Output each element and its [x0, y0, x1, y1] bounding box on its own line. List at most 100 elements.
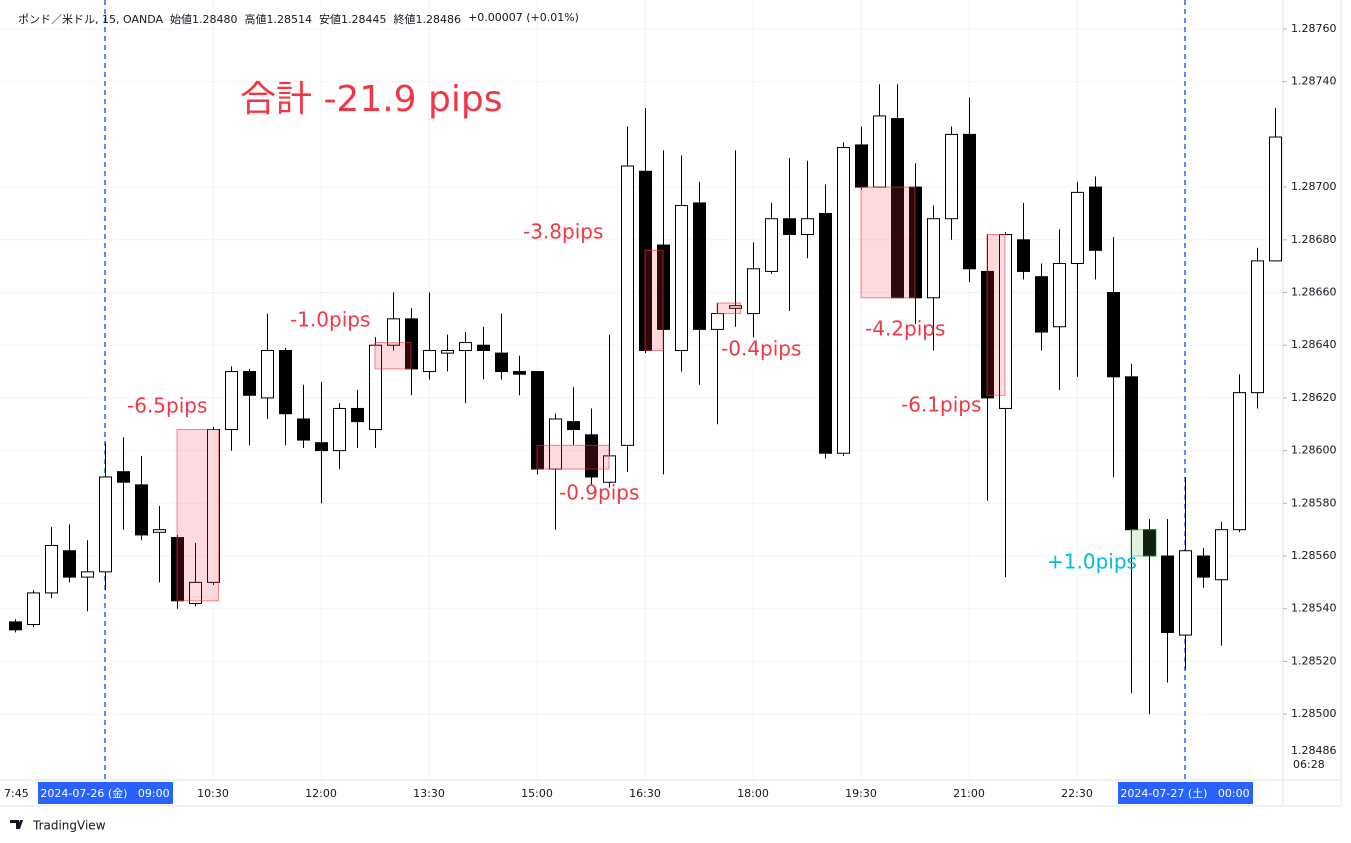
- candle-body-up: [729, 305, 742, 309]
- candle-body-up: [1233, 392, 1246, 531]
- candle-body-down: [9, 621, 22, 631]
- trade-label: -0.9pips: [559, 481, 639, 505]
- candle-body-up: [621, 165, 634, 446]
- x-label-box: [1118, 782, 1253, 804]
- header-item: 終値1.28486: [393, 13, 462, 26]
- trade-box: [176, 429, 219, 602]
- x-tick-label: 2024-07-26 (金) 09:00: [40, 787, 169, 800]
- candle-body-down: [567, 421, 580, 431]
- candle-body-down: [693, 202, 706, 330]
- x-tick-label: 10:30: [197, 787, 229, 800]
- candle-body-down: [1089, 186, 1102, 251]
- trade-label: +1.0pips: [1047, 550, 1137, 574]
- candle-body-up: [153, 529, 166, 533]
- y-tick-label: 1.28640: [1291, 338, 1337, 351]
- candle-body-up: [189, 581, 202, 604]
- trade-label: -6.1pips: [901, 393, 981, 417]
- y-tick-label: 1.28680: [1291, 233, 1337, 246]
- trade-box: [986, 234, 1006, 396]
- candle-body-down: [495, 352, 508, 373]
- candle-body-down: [1197, 555, 1210, 578]
- candle-body-up: [261, 349, 274, 399]
- y-tick-label: 1.28520: [1291, 654, 1337, 667]
- trade-box: [860, 186, 916, 299]
- x-tick-label: 15:00: [521, 787, 553, 800]
- x-tick-label: 2024-07-27 (土) 00:00: [1120, 787, 1249, 800]
- trade-label: -6.5pips: [127, 394, 207, 418]
- x-label-box: [38, 782, 173, 804]
- candle-body-up: [1053, 263, 1066, 328]
- x-tick-label: 18:00: [737, 787, 769, 800]
- countdown-label: 06:28: [1293, 758, 1325, 771]
- candle-body-down: [297, 418, 310, 441]
- candle-body-up: [45, 544, 58, 594]
- candle-body-down: [63, 550, 76, 578]
- candle-body-down: [315, 442, 328, 452]
- candle-body-up: [1179, 550, 1192, 636]
- x-tick-label: 21:00: [953, 787, 985, 800]
- y-tick-label: 1.28700: [1291, 180, 1337, 193]
- candle-body-down: [783, 218, 796, 236]
- header-item: 始値1.28480: [170, 13, 238, 26]
- plot-area: -6.5pips -1.0pips -0.9pips -3.8pips -0.4pips…: [9, 0, 1282, 780]
- candle-body-up: [387, 318, 400, 346]
- candle-body-down: [1161, 555, 1174, 633]
- candle-body-up: [423, 349, 436, 373]
- candle-body-up: [801, 218, 814, 236]
- y-tick-label: 1.28760: [1291, 22, 1337, 35]
- candle-body-up: [927, 218, 940, 299]
- candle-body-up: [747, 268, 760, 315]
- candle-body-up: [765, 218, 778, 272]
- candle-body-down: [819, 212, 832, 454]
- candle-body-down: [351, 407, 364, 423]
- candle-body-down: [135, 484, 148, 536]
- candle-body-down: [1125, 376, 1138, 531]
- y-tick-label: 1.28560: [1291, 549, 1337, 562]
- candle-body-down: [963, 133, 976, 270]
- brand-name: TradingView: [32, 819, 106, 833]
- trade-box: [716, 302, 741, 315]
- candle-body-up: [1071, 191, 1084, 265]
- candle-body-up: [333, 407, 346, 452]
- candle-body-up: [1269, 136, 1282, 262]
- header-item: 高値1.28514: [244, 13, 313, 26]
- candle-body-down: [477, 344, 490, 351]
- last-price-label: 1.28486: [1291, 744, 1337, 757]
- brand-logo: TradingView: [10, 819, 106, 833]
- header-item: +0.00007 (+0.01%): [468, 11, 579, 24]
- candle-body-down: [279, 349, 292, 415]
- trade-label: -1.0pips: [290, 308, 370, 332]
- grid: [0, 0, 1283, 780]
- candle-body-down: [1035, 276, 1048, 333]
- candle-body-down: [243, 371, 256, 396]
- symbol-header: ポンド／米ドル, 15, OANDA 始値1.28480 高値1.28514 安値1.…: [18, 11, 579, 27]
- total-pips-title: 合計 -21.9 pips: [240, 79, 503, 120]
- y-tick-label: 1.28660: [1291, 286, 1337, 299]
- trade-label: -3.8pips: [523, 220, 603, 244]
- candle-body-up: [945, 133, 958, 220]
- trade-box: [536, 444, 610, 470]
- header-item: ポンド／米ドル, 15, OANDA: [18, 13, 164, 26]
- axes: 1.28760 1.28740 1.28700 1.28680 1.28660 1.286…: [4, 22, 1337, 804]
- candle-body-up: [1251, 260, 1264, 394]
- y-tick-label: 1.28500: [1291, 707, 1337, 720]
- candle-body-down: [1107, 292, 1120, 378]
- candle-body-up: [81, 571, 94, 578]
- candle-body-up: [99, 476, 112, 573]
- x-tick-label: 16:30: [629, 787, 661, 800]
- y-tick-label: 1.28600: [1291, 444, 1337, 457]
- x-tick-label: 22:30: [1061, 787, 1093, 800]
- trade-box: [1130, 529, 1157, 557]
- x-tick-label: 13:30: [413, 787, 445, 800]
- header-item: 安値1.28445: [319, 13, 387, 26]
- candle-body-up: [441, 349, 454, 354]
- trade-label: -4.2pips: [865, 317, 945, 341]
- candle-body-up: [459, 342, 472, 351]
- candle-body-up: [711, 313, 724, 330]
- candle-body-up: [27, 592, 40, 626]
- candle-body-down: [855, 144, 868, 188]
- candle-body-up: [1215, 529, 1228, 581]
